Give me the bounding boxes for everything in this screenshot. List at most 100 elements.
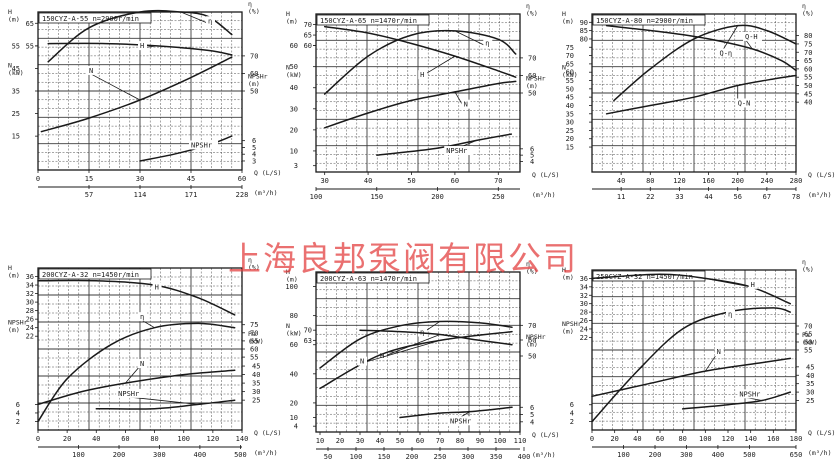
curve-label-bg	[717, 48, 737, 58]
y2-tick-label: 70	[804, 323, 812, 331]
curve-npshr	[376, 133, 513, 156]
x2-tick-label: 350	[490, 453, 503, 461]
y-tick-label: 60	[304, 42, 312, 50]
y2-tick-label: 45	[804, 90, 812, 98]
curve-label: H	[751, 281, 755, 289]
y-axis-label: (m)	[8, 16, 20, 24]
x-tick-label: 0	[36, 435, 40, 443]
x2-tick-label: 300	[680, 451, 693, 459]
x-tick-label: 40	[376, 437, 384, 445]
y-axis-label: (m)	[8, 326, 20, 334]
x-tick-label: 20	[63, 435, 71, 443]
y-tick-label: 4	[294, 423, 298, 431]
curve-label: NPSHr	[446, 147, 467, 155]
x2-tick-label: 300	[153, 451, 166, 459]
y2-tick-label: 75	[250, 321, 258, 329]
y-tick-label: 15	[566, 144, 574, 152]
x-tick-label: 60	[121, 435, 129, 443]
curve-h	[37, 279, 236, 316]
chart-title: 150CYZ-A-65 n=1470r/min	[320, 17, 417, 25]
y2-axis-label: η	[248, 256, 252, 264]
curve-qn	[605, 74, 797, 115]
x2-tick-label: 67	[763, 193, 771, 201]
y-tick-label: 36	[580, 275, 588, 283]
curve-n	[37, 369, 236, 406]
y2-tick-label: 70	[250, 329, 258, 337]
y-tick-label: 80	[580, 35, 588, 43]
x-tick-label: 0	[36, 175, 40, 183]
chart-panel-2: 150CYZ-A-65 n=1470r/min 30 40 50 60 70 Q (L/S)…	[286, 2, 559, 201]
y2-axis-label: (%)	[526, 10, 538, 18]
y-tick-label: 75	[566, 44, 574, 52]
curve-label: η	[485, 40, 489, 48]
x-axis-label: Q (L/S)	[532, 431, 559, 439]
y-tick-label: 20	[566, 135, 574, 143]
x-tick-label: 80	[646, 177, 654, 185]
y-tick-label: 22	[580, 334, 588, 342]
y-axis-label: (m)	[562, 328, 574, 336]
x2-tick-label: 100	[617, 451, 630, 459]
y-tick-label: 28	[580, 309, 588, 317]
y2-tick-label: 6	[252, 137, 256, 145]
chart-title-box	[38, 268, 152, 280]
y2-tick-label: 55	[804, 347, 812, 355]
plot-frame	[591, 13, 797, 173]
x-tick-label: 30	[320, 177, 328, 185]
curve-label: H	[140, 42, 144, 50]
y-axis-label: (m)	[286, 18, 298, 26]
y-axis-label: N	[286, 322, 290, 330]
x-tick-label: 45	[187, 175, 195, 183]
y2-axis-label: (%)	[526, 268, 538, 276]
curve-	[323, 29, 517, 95]
y-axis-label: H	[286, 10, 290, 18]
x2-tick-label: 200	[649, 451, 662, 459]
y-tick-label: 2	[16, 418, 20, 426]
y-tick-label: 60	[566, 69, 574, 77]
x2-axis-label: (m³/h)	[808, 449, 831, 457]
x2-tick-label: 400	[712, 451, 725, 459]
y-tick-label: 40	[290, 370, 298, 378]
y-tick-label: 34	[26, 282, 34, 290]
y-tick-label: 70	[304, 327, 312, 335]
curve-label-bg	[418, 70, 428, 80]
chart-panel-6: 250CYZ-A-32 n=1450r/min 0 20 40 60 80 100 120 14…	[562, 258, 835, 459]
y-axis-label: (m)	[286, 276, 298, 284]
y-tick-label: 40	[566, 102, 574, 110]
y2-axis-label: (%)	[248, 8, 260, 16]
y2-tick-label: 25	[252, 397, 260, 405]
curve-h	[591, 273, 792, 305]
y2-axis-label: (kW)	[248, 338, 264, 346]
y2-tick-label: 45	[252, 363, 260, 371]
x2-tick-label: 114	[134, 191, 147, 199]
y-axis-label: NPSHr	[8, 319, 28, 327]
curve-label: N	[464, 101, 468, 109]
x-tick-label: 100	[494, 437, 507, 445]
chart-title: 250CYZ-A-32 n=1450r/min	[596, 273, 693, 281]
y2-tick-label: 70	[804, 49, 812, 57]
y2-tick-label: 60	[804, 339, 812, 347]
y-axis-label: NPSHr	[562, 320, 582, 328]
x2-axis-label: (m³/h)	[254, 449, 277, 457]
curve-label: Q-η	[720, 50, 733, 58]
x2-tick-label: 150	[378, 453, 391, 461]
y-tick-label: 3	[294, 162, 298, 170]
curve-label-bg	[726, 309, 735, 319]
y-tick-label: 100	[285, 283, 298, 291]
curve-label-bg	[378, 350, 387, 360]
y2-axis-label: (%)	[248, 264, 260, 272]
x2-tick-label: 650	[790, 451, 803, 459]
x-axis-label: Q (L/S)	[254, 429, 281, 437]
y-axis-label: (m)	[562, 274, 574, 282]
curve-h	[359, 329, 513, 346]
y2-tick-label: 5	[530, 411, 534, 419]
x-tick-label: 70	[436, 437, 444, 445]
y-axis-label: H	[8, 264, 12, 272]
chart-panel-1: 150CYZ-A-55 n=2900r/min 0 15 30 45 60 Q (L/S) 5…	[8, 0, 281, 199]
chart-title-box	[316, 272, 430, 284]
curve-leader	[88, 72, 141, 101]
x2-tick-label: 33	[675, 193, 683, 201]
x2-tick-label: 57	[85, 191, 93, 199]
y2-axis-label: (%)	[802, 10, 814, 18]
y2-axis-label: η	[802, 2, 806, 10]
